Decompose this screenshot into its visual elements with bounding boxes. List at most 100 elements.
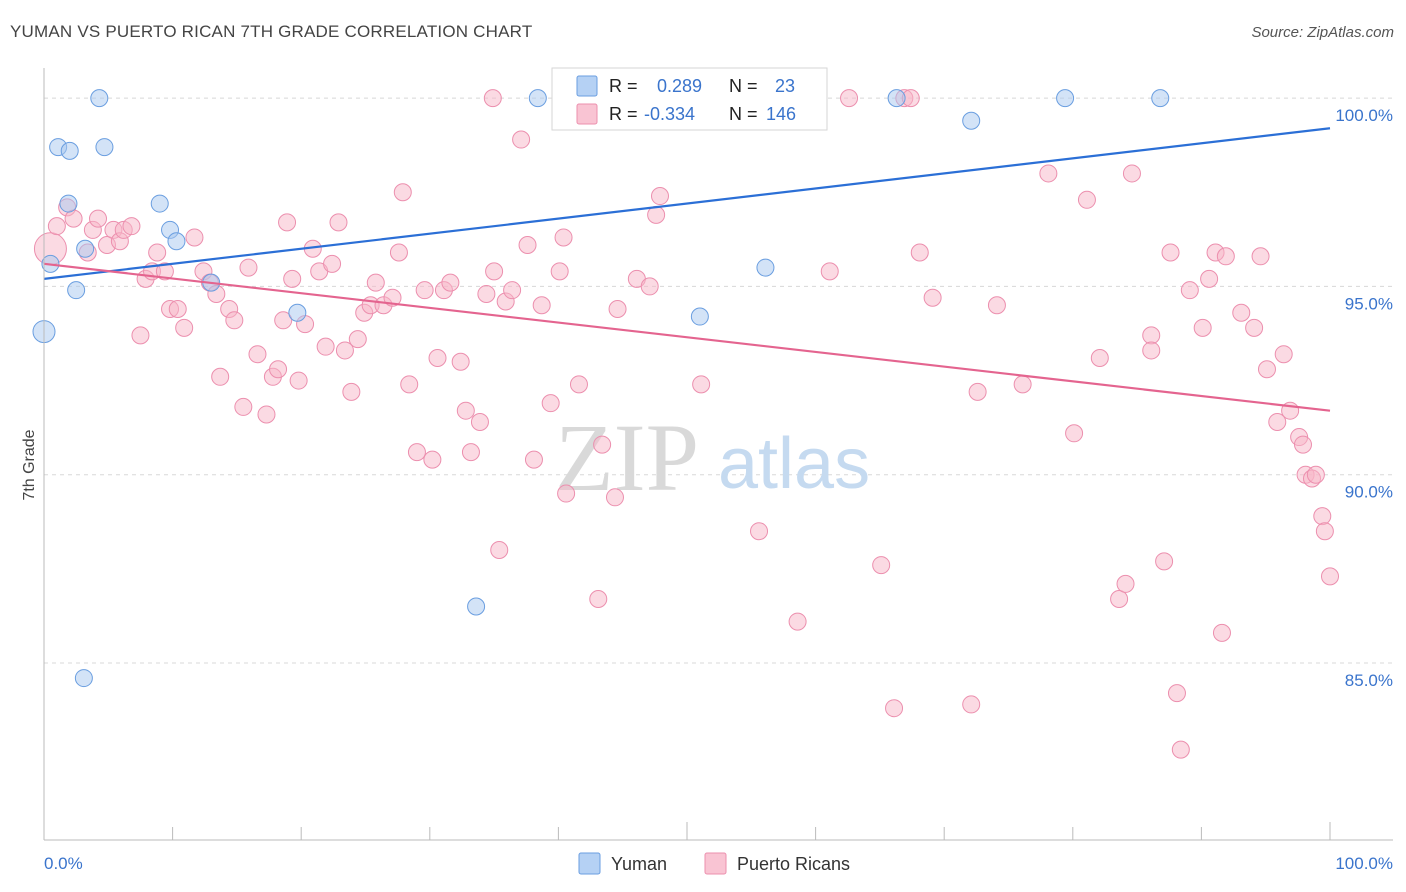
puerto-rican-point <box>1161 243 1180 262</box>
puerto-rican-point <box>532 296 551 315</box>
yuman-trend-line <box>43 127 1331 280</box>
puerto-rican-point <box>131 326 150 345</box>
puerto-rican-point <box>348 330 367 349</box>
yuman-point <box>690 307 709 326</box>
stats-legend: R = 0.289 N = 23 R = -0.334 N = 146 <box>551 67 828 131</box>
puerto-rican-point <box>441 273 460 292</box>
puerto-rican-point <box>788 612 807 631</box>
puerto-rican-point <box>283 269 302 288</box>
puerto-rican-point <box>316 337 335 356</box>
puerto-rican-point <box>1257 360 1276 379</box>
puerto-rican-point <box>389 243 408 262</box>
puerto-rican-point <box>342 382 361 401</box>
puerto-rican-point <box>89 209 108 228</box>
puerto-rican-point <box>451 352 470 371</box>
puerto-rican-point <box>1167 684 1186 703</box>
yuman-n-value: 23 <box>775 76 795 96</box>
puerto-rican-point <box>1171 740 1190 759</box>
yuman-point <box>288 303 307 322</box>
puerto-rican-point <box>155 262 174 281</box>
yuman-point <box>887 89 906 108</box>
y-axis-title: 7th Grade <box>21 429 38 500</box>
pr-r-value: -0.334 <box>644 104 695 124</box>
pr-n-value: 146 <box>766 104 796 124</box>
legend-pr-swatch <box>704 852 727 875</box>
puerto-rican-point <box>1212 623 1231 642</box>
yuman-point <box>962 111 981 130</box>
puerto-rican-point <box>1013 375 1032 394</box>
series-legend: Yuman Puerto Ricans <box>578 852 850 875</box>
puerto-rican-point <box>1313 507 1332 526</box>
puerto-rican-point <box>278 213 297 232</box>
puerto-rican-point <box>550 262 569 281</box>
puerto-rican-point <box>211 367 230 386</box>
puerto-rican-point <box>1142 341 1161 360</box>
puerto-rican-point <box>1216 247 1235 266</box>
puerto-rican-point <box>503 281 522 300</box>
yuman-point <box>60 141 79 160</box>
chart-title: YUMAN VS PUERTO RICAN 7TH GRADE CORRELAT… <box>10 22 533 41</box>
puerto-rican-point <box>554 228 573 247</box>
puerto-rican-point <box>541 394 560 413</box>
puerto-rican-point <box>1039 164 1058 183</box>
puerto-rican-point <box>415 281 434 300</box>
puerto-rican-point <box>1293 435 1312 454</box>
puerto-rican-point <box>400 375 419 394</box>
yuman-n-label: N = <box>729 76 758 96</box>
axes: 100.0% 95.0% 90.0% 85.0% <box>43 68 1393 841</box>
puerto-rican-point <box>962 695 981 714</box>
puerto-rican-point <box>248 345 267 364</box>
puerto-rican-point <box>1268 412 1287 431</box>
puerto-rican-point <box>885 699 904 718</box>
puerto-rican-point <box>1090 348 1109 367</box>
puerto-rican-point <box>910 243 929 262</box>
puerto-rican-point <box>393 183 412 202</box>
yuman-point <box>756 258 775 277</box>
puerto-rican-point <box>589 589 608 608</box>
y-tick-label: 95.0% <box>1345 294 1393 313</box>
y-tick-label: 90.0% <box>1345 483 1393 502</box>
puerto-rican-point <box>122 217 141 236</box>
puerto-rican-point <box>605 488 624 507</box>
puerto-rican-point <box>168 300 187 319</box>
legend-yuman-swatch <box>578 852 601 875</box>
y-tick-label: 85.0% <box>1345 671 1393 690</box>
yuman-point <box>1151 89 1170 108</box>
puerto-rican-point <box>1122 164 1141 183</box>
puerto-rican-point <box>257 405 276 424</box>
puerto-rican-point <box>366 273 385 292</box>
x-tick-label-min: 0.0% <box>44 854 83 873</box>
puerto-rican-point <box>1232 303 1251 322</box>
yuman-point <box>95 138 114 157</box>
legend-pr-label: Puerto Ricans <box>737 854 850 874</box>
yuman-point <box>150 194 169 213</box>
yuman-point <box>59 194 78 213</box>
puerto-rican-point <box>750 522 769 541</box>
puerto-rican-point <box>239 258 258 277</box>
puerto-rican-point <box>269 360 288 379</box>
puerto-rican-point <box>1193 318 1212 337</box>
puerto-rican-point <box>557 484 576 503</box>
puerto-rican-point <box>485 262 504 281</box>
puerto-rican-point <box>512 130 531 149</box>
yuman-points <box>32 89 1170 688</box>
yuman-r-label: R = <box>609 76 638 96</box>
yuman-swatch <box>576 75 598 97</box>
puerto-rican-point <box>640 277 659 296</box>
puerto-rican-point <box>524 450 543 469</box>
puerto-rican-point <box>383 288 402 307</box>
grid-layer <box>44 97 1393 664</box>
puerto-rican-point <box>456 401 475 420</box>
puerto-rican-point <box>148 243 167 262</box>
puerto-rican-point <box>185 228 204 247</box>
puerto-rican-point <box>225 311 244 330</box>
puerto-rican-point <box>593 435 612 454</box>
pr-r-label: R = <box>609 104 638 124</box>
puerto-rican-point <box>1306 465 1325 484</box>
puerto-rican-point <box>323 254 342 273</box>
legend-yuman-label: Yuman <box>611 854 667 874</box>
puerto-rican-point <box>477 284 496 303</box>
puerto-rican-point <box>820 262 839 281</box>
puerto-rican-point <box>1321 567 1339 586</box>
